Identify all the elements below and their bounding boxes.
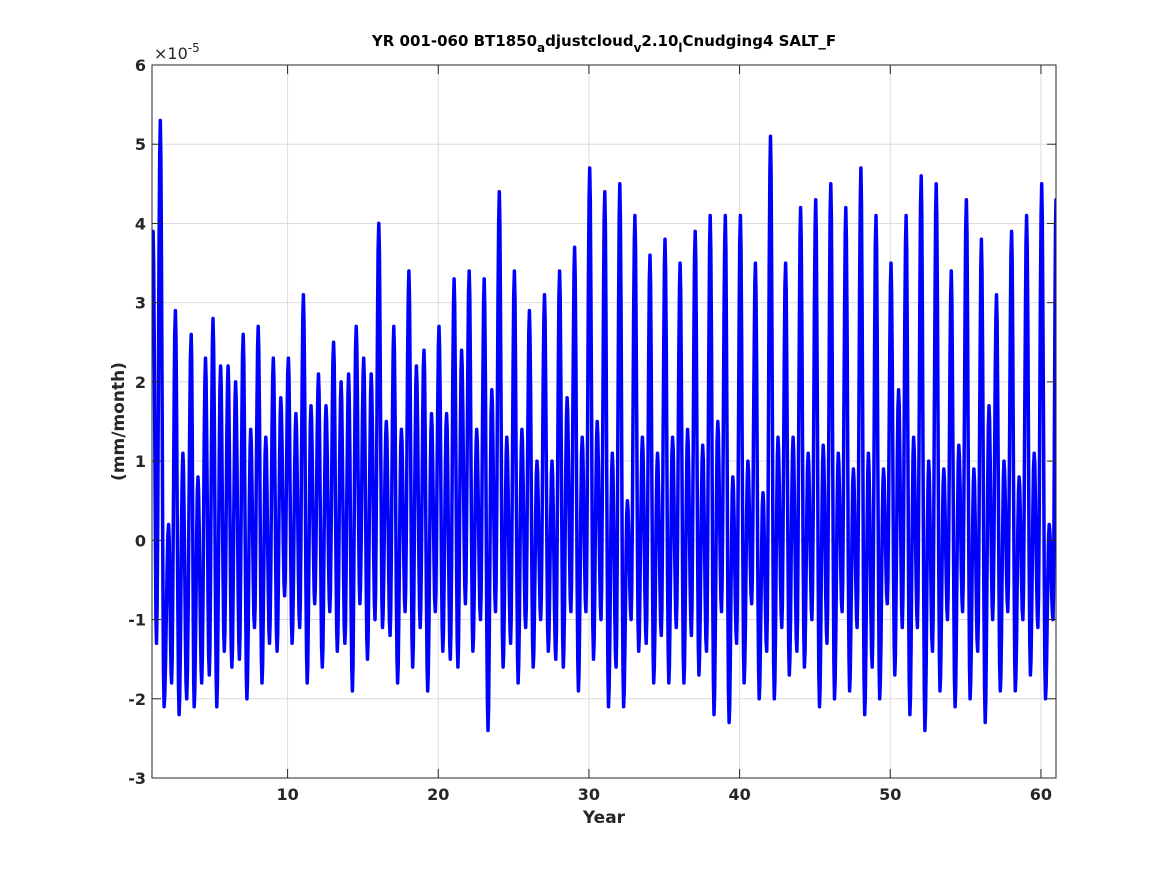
x-tick-label: 60 [1030,785,1052,804]
labels: 10 20 30 40 50 60 -3 -2 -1 0 1 2 3 4 5 6 ×10-5 Year (mm/mo… [109,32,1052,828]
chart-title-part: l [678,41,682,55]
chart-title-part: a [537,41,545,55]
ticks [152,64,1056,779]
x-tick-label: 10 [276,785,298,804]
chart-title-part: 2.10 [641,32,678,50]
y-tick-label: 6 [135,56,146,75]
chart-title-part: Cnudging4 SALT_F [683,32,837,50]
y-tick-label: 1 [135,452,146,471]
series-line [152,118,1056,733]
x-tick-label: 20 [427,785,449,804]
x-tick-label: 40 [728,785,750,804]
y-tick-label: 4 [135,214,146,233]
y-tick-label: 2 [135,373,146,392]
y-tick-label: -1 [128,611,146,630]
y-tick-label: 0 [135,531,146,550]
y-exponent-power: -5 [188,41,200,55]
x-tick-label: 50 [879,785,901,804]
chart-title-part: djustcloud [545,32,633,50]
y-tick-label: -2 [128,690,146,709]
y-tick-label: -3 [128,769,146,788]
y-tick-label: 5 [135,135,146,154]
series-layer [152,118,1056,733]
axes-frame [151,64,1057,779]
y-axis-label: (mm/month) [109,362,129,481]
y-tick-label: 3 [135,294,146,313]
chart-title-part: YR 001-060 BT1850 [371,32,537,50]
chart-title: YR 001-060 BT1850adjustcloudv2.10lCnudgi… [371,32,836,55]
y-exponent-label: ×10-5 [154,41,200,63]
x-tick-label: 30 [578,785,600,804]
chart-title-part: v [634,41,642,55]
x-axis-label: Year [582,808,626,828]
y-exponent-base: ×10 [154,44,188,63]
